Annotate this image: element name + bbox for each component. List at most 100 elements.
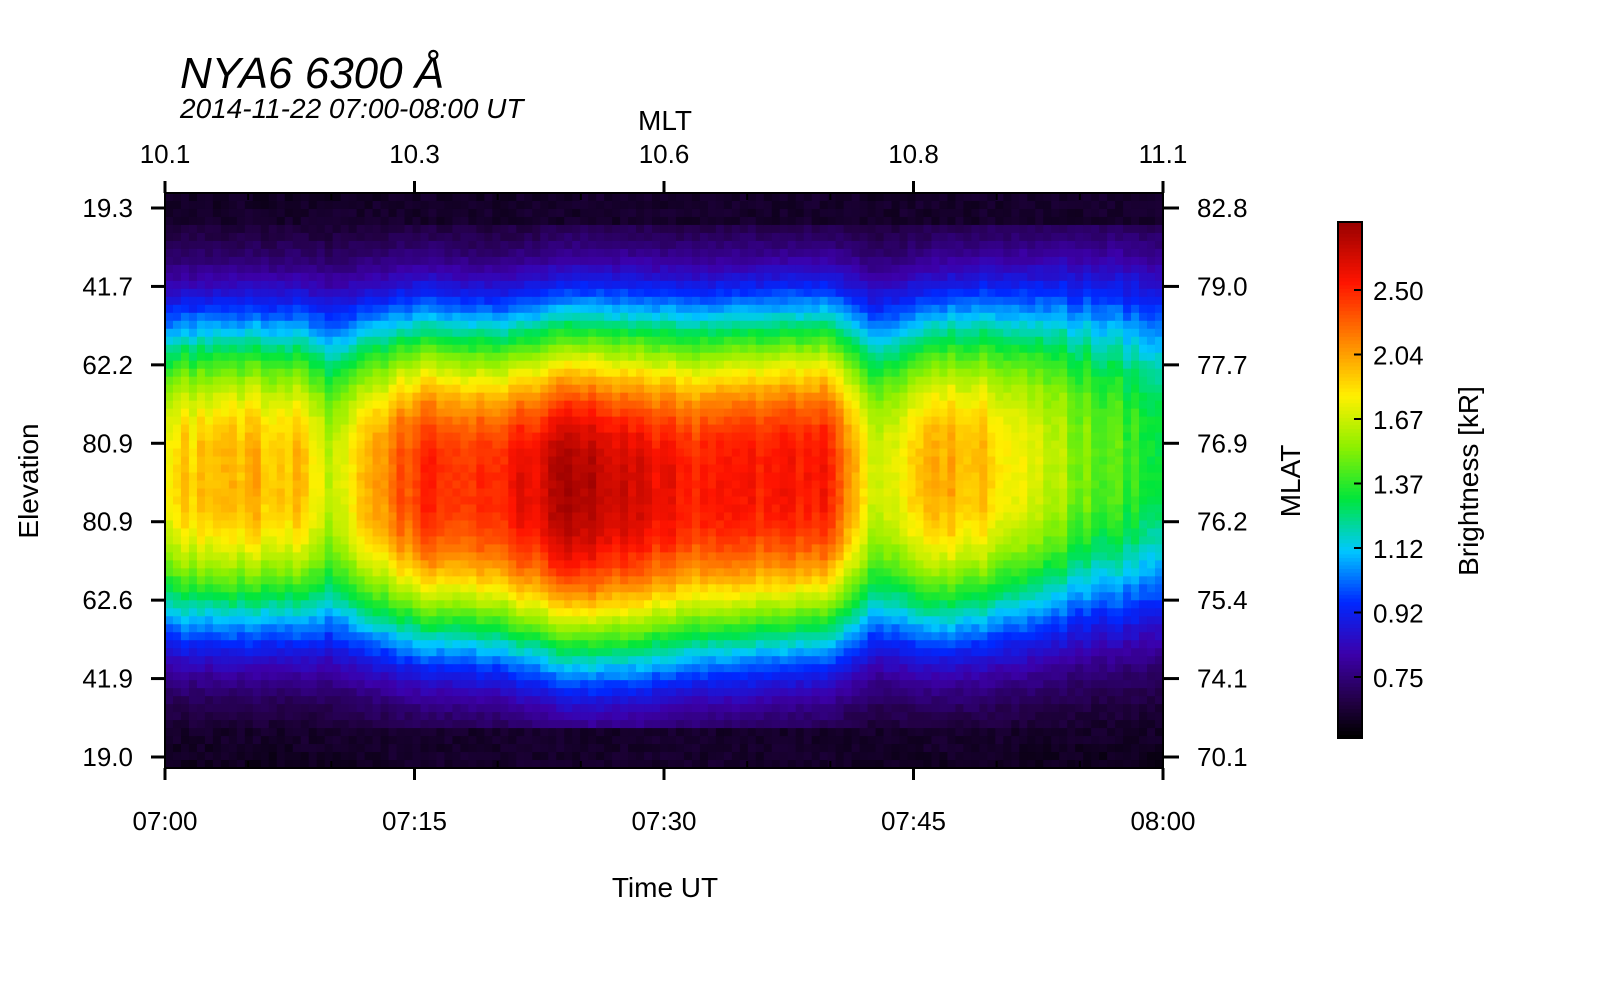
- heatmap-cell: [412, 288, 422, 298]
- heatmap-cell: [340, 576, 350, 585]
- heatmap-cell: [667, 408, 677, 418]
- heatmap-cell: [180, 448, 190, 458]
- heatmap-cell: [492, 640, 501, 649]
- heatmap-cell: [356, 608, 366, 617]
- heatmap-cell: [308, 480, 318, 490]
- heatmap-cell: [444, 648, 454, 657]
- heatmap-cell: [396, 528, 406, 538]
- heatmap-cell: [300, 720, 310, 729]
- heatmap-cell: [252, 480, 262, 490]
- heatmap-cell: [268, 312, 278, 322]
- heatmap-cell: [628, 400, 637, 410]
- heatmap-cell: [699, 672, 709, 681]
- heatmap-cell: [396, 488, 406, 498]
- heatmap-cell: [236, 720, 246, 729]
- heatmap-cell: [556, 248, 565, 258]
- heatmap-cell: [548, 568, 557, 577]
- heatmap-cell: [460, 240, 469, 250]
- heatmap-cell: [612, 720, 621, 729]
- heatmap-cell: [180, 568, 190, 577]
- heatmap-cell: [604, 760, 613, 769]
- heatmap-cell: [268, 328, 278, 338]
- heatmap-cell: [524, 328, 533, 338]
- heatmap-cell: [165, 616, 174, 625]
- heatmap-cell: [508, 336, 517, 346]
- heatmap-cell: [652, 376, 661, 386]
- heatmap-cell: [524, 448, 533, 458]
- heatmap-cell: [556, 288, 565, 298]
- heatmap-cell: [604, 384, 613, 394]
- heatmap-cell: [396, 336, 406, 346]
- heatmap-cell: [412, 320, 422, 330]
- heatmap-cell: [372, 720, 382, 729]
- heatmap-cell: [683, 720, 693, 729]
- heatmap-cell: [420, 752, 430, 761]
- heatmap-cell: [236, 448, 246, 458]
- heatmap-cell: [468, 368, 477, 378]
- heatmap-cell: [356, 760, 366, 769]
- heatmap-cell: [644, 312, 653, 322]
- heatmap-cell: [699, 336, 709, 346]
- heatmap-cell: [404, 744, 414, 753]
- heatmap-cell: [548, 720, 557, 729]
- heatmap-cell: [340, 752, 350, 761]
- heatmap-cell: [276, 208, 286, 218]
- heatmap-cell: [476, 728, 485, 737]
- heatmap-cell: [444, 744, 454, 753]
- heatmap-cell: [484, 592, 493, 601]
- heatmap-cell: [524, 304, 533, 314]
- heatmap-cell: [500, 712, 509, 721]
- heatmap-cell: [300, 680, 310, 689]
- heatmap-cell: [252, 400, 262, 410]
- heatmap-cell: [628, 392, 637, 402]
- heatmap-cell: [524, 480, 533, 490]
- heatmap-cell: [228, 256, 238, 266]
- heatmap-cell: [492, 712, 501, 721]
- heatmap-cell: [292, 440, 302, 450]
- heatmap-cell: [644, 600, 653, 609]
- heatmap-cell: [540, 256, 549, 266]
- heatmap-cell: [220, 488, 230, 498]
- heatmap-cell: [580, 408, 589, 418]
- heatmap-cell: [707, 640, 717, 649]
- heatmap-cell: [691, 656, 701, 665]
- heatmap-cell: [691, 568, 701, 577]
- heatmap-cell: [620, 576, 629, 585]
- heatmap-cell: [332, 552, 342, 561]
- heatmap-cell: [308, 232, 318, 242]
- heatmap-cell: [292, 208, 302, 218]
- heatmap-cell: [660, 656, 669, 665]
- heatmap-cell: [332, 720, 342, 729]
- heatmap-cell: [404, 288, 414, 298]
- heatmap-cell: [356, 256, 366, 266]
- heatmap-cell: [516, 384, 525, 394]
- heatmap-cell: [324, 672, 334, 681]
- heatmap-cell: [580, 592, 589, 601]
- heatmap-cell: [268, 736, 278, 745]
- heatmap-cell: [492, 488, 501, 498]
- heatmap-cell: [300, 384, 310, 394]
- heatmap-cell: [165, 240, 174, 250]
- heatmap-cell: [492, 280, 501, 290]
- heatmap-cell: [691, 232, 701, 242]
- heatmap-cell: [548, 256, 557, 266]
- heatmap-cell: [652, 608, 661, 617]
- heatmap-cell: [564, 688, 573, 697]
- heatmap-cell: [236, 400, 246, 410]
- heatmap-cell: [364, 448, 374, 458]
- heatmap-cell: [532, 736, 541, 745]
- heatmap-cell: [372, 552, 382, 561]
- heatmap-cell: [348, 400, 358, 410]
- heatmap-cell: [380, 720, 390, 729]
- heatmap-cell: [588, 288, 597, 298]
- heatmap-cell: [652, 248, 661, 258]
- heatmap-cell: [436, 288, 446, 298]
- heatmap-cell: [228, 592, 238, 601]
- heatmap-cell: [180, 640, 190, 649]
- heatmap-cell: [667, 520, 677, 530]
- heatmap-cell: [220, 696, 230, 705]
- heatmap-cell: [460, 512, 469, 522]
- heatmap-cell: [516, 224, 525, 234]
- heatmap-cell: [180, 552, 190, 561]
- heatmap-cell: [284, 752, 294, 761]
